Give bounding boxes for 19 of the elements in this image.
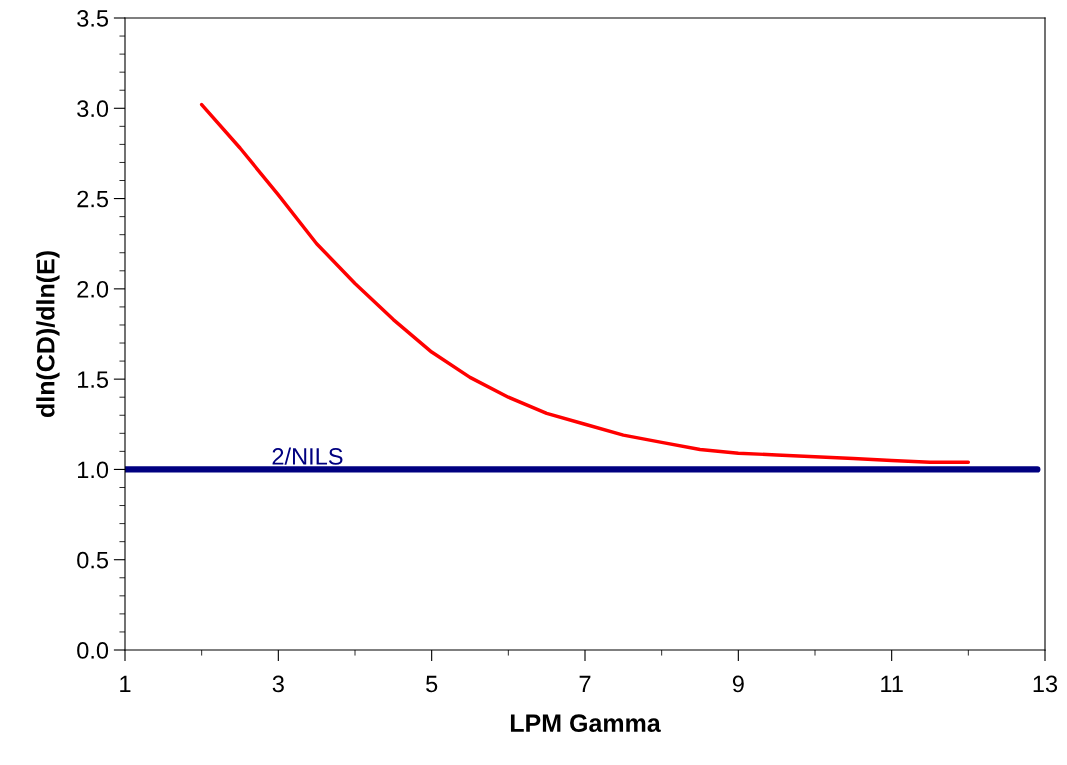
y-axis-title: dln(CD)/dln(E) (36, 251, 60, 417)
x-tick-label: 3 (272, 675, 284, 693)
y-tick-label: 3.5 (77, 10, 109, 27)
y-tick-label: 2.5 (77, 190, 109, 208)
x-tick-label: 13 (1033, 675, 1058, 693)
series-label: 2/NILS (272, 447, 343, 465)
x-tick-label: 5 (426, 675, 438, 693)
y-tick-label: 0.0 (77, 642, 109, 659)
y-tick-label: 3.0 (77, 100, 109, 118)
y-tick-label: 2.0 (77, 280, 109, 298)
y-tick-label: 0.5 (77, 551, 109, 569)
y-tick-label: 1.0 (78, 461, 109, 479)
y-tick-label: 1.5 (78, 371, 109, 388)
line-series (199, 102, 971, 464)
x-tick-label: 7 (579, 675, 591, 693)
x-tick-label: 9 (732, 675, 744, 693)
x-tick-label: 1 (120, 675, 131, 693)
x-tick-label: 11 (881, 675, 903, 693)
x-axis-title: LPM Gamma (510, 714, 661, 733)
